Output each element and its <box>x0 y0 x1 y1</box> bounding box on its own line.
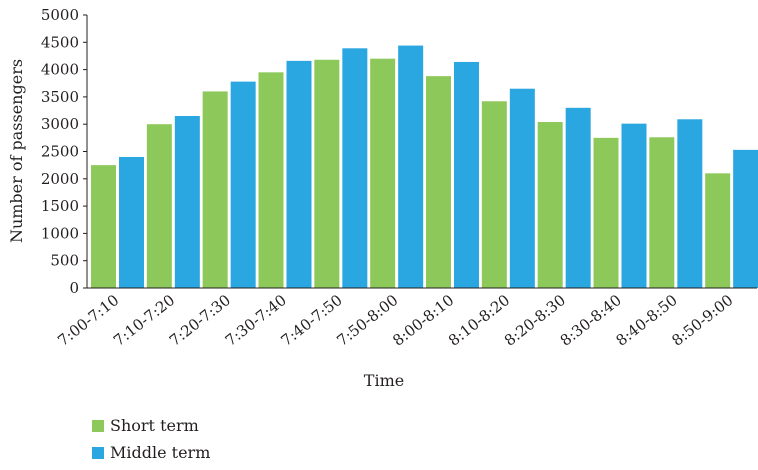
y-tick-label: 1000 <box>41 224 79 242</box>
legend-item-short-term: Short term <box>92 416 199 435</box>
bar-short-term <box>426 76 451 288</box>
bar-short-term <box>593 137 619 288</box>
bar-middle-term <box>174 116 200 288</box>
bars <box>91 45 758 289</box>
bar-short-term <box>258 72 284 288</box>
bar-short-term <box>146 124 172 288</box>
x-tick-label: 7:10-7:20 <box>110 291 178 350</box>
x-tick-label: 7:30-7:40 <box>222 291 290 350</box>
x-axis-ticks: 7:00-7:107:10-7:207:20-7:307:30-7:407:40… <box>54 291 736 350</box>
bar-middle-term <box>733 149 758 288</box>
x-axis-title: Time <box>364 371 404 390</box>
bar-middle-term <box>621 123 647 289</box>
bar-short-term <box>705 173 731 288</box>
y-tick-label: 1500 <box>41 197 79 215</box>
bar-middle-term <box>342 48 368 288</box>
y-tick-label: 3500 <box>41 88 79 106</box>
bar-short-term <box>202 91 228 288</box>
legend-item-middle-term: Middle term <box>92 443 210 462</box>
bar-middle-term <box>119 156 144 288</box>
bar-short-term <box>649 137 675 288</box>
bar-middle-term <box>230 81 256 288</box>
x-tick-label: 8:40-8:50 <box>613 291 681 350</box>
y-axis-title: Number of passengers <box>7 59 26 243</box>
bar-middle-term <box>509 88 535 289</box>
y-tick-label: 5000 <box>41 6 79 24</box>
x-tick-label: 7:40-7:50 <box>278 291 346 350</box>
y-tick-label: 500 <box>50 252 79 270</box>
y-tick-label: 2500 <box>41 143 79 161</box>
y-tick-label: 4000 <box>41 61 79 79</box>
x-tick-label: 7:00-7:10 <box>54 291 122 350</box>
y-tick-label: 2000 <box>41 170 79 188</box>
bar-short-term <box>91 165 116 288</box>
bar-short-term <box>370 58 396 289</box>
x-tick-label: 8:10-8:20 <box>445 291 513 350</box>
legend-label-short-term: Short term <box>110 416 199 435</box>
y-tick-label: 3000 <box>41 115 79 133</box>
x-tick-label: 8:00-8:10 <box>389 291 457 350</box>
x-tick-label: 7:20-7:30 <box>166 291 234 350</box>
bar-middle-term <box>286 60 312 288</box>
x-tick-label: 8:30-8:40 <box>557 291 625 350</box>
legend-swatch-middle-term <box>92 446 104 459</box>
bar-middle-term <box>565 107 591 288</box>
bar-middle-term <box>454 61 479 289</box>
x-tick-label: 8:50-9:00 <box>668 291 736 350</box>
x-tick-label: 8:20-8:30 <box>501 291 569 350</box>
legend-swatch-short-term <box>92 419 104 432</box>
y-tick-label: 0 <box>69 279 79 297</box>
bar-short-term <box>481 101 507 288</box>
bar-middle-term <box>677 119 703 288</box>
bar-short-term <box>314 59 340 288</box>
bar-middle-term <box>398 45 424 288</box>
legend-label-middle-term: Middle term <box>110 443 211 462</box>
bar-short-term <box>537 122 563 289</box>
y-axis-ticks: 0 500 1000 1500 2000 2500 3000 3500 4000 4500 5000 <box>41 6 87 297</box>
x-tick-label: 7:50-8:00 <box>333 291 401 350</box>
y-tick-label: 4500 <box>41 33 79 51</box>
